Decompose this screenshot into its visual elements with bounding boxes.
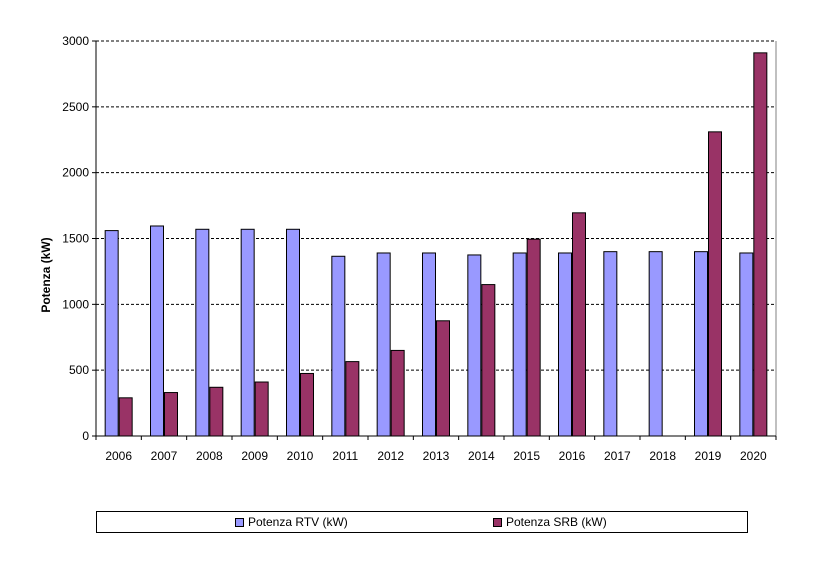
x-tick-label: 2017: [604, 449, 631, 463]
bar-srb-2019: [708, 131, 722, 437]
bar-srb-2009: [254, 381, 269, 437]
bar-rtv-2014: [467, 254, 482, 437]
x-tick-label: 2014: [468, 449, 495, 463]
bar-srb-2014: [481, 284, 496, 437]
bar-rtv-2020: [739, 252, 754, 437]
bar-rtv-2011: [331, 255, 346, 437]
bar-rtv-2007: [150, 225, 164, 437]
legend-swatch-srb: [493, 517, 502, 527]
legend-label-srb: Potenza SRB (kW): [506, 515, 607, 529]
bar-srb-2011: [345, 361, 360, 437]
y-tick-labels: 0 500 1000 1500 2000 2500 3000: [62, 34, 89, 443]
y-tick-label: 3000: [62, 34, 89, 48]
bar-rtv-2016: [558, 252, 572, 437]
legend: Potenza RTV (kW) Potenza SRB (kW): [96, 511, 748, 533]
x-tick-label: 2007: [151, 449, 178, 463]
y-tick-label: 0: [82, 429, 89, 443]
x-tick-label: 2010: [287, 449, 314, 463]
y-axis-title: Potenza (kW): [39, 237, 53, 312]
bar-srb-2006: [118, 397, 133, 437]
bar-srb-2020: [753, 52, 768, 437]
bar-srb-2015: [526, 238, 541, 437]
bar-rtv-2009: [240, 228, 255, 437]
x-tick-label: 2009: [241, 449, 268, 463]
y-tick-label: 1500: [62, 232, 89, 246]
bar-rtv-2006: [104, 230, 119, 437]
bar-srb-2008: [209, 386, 224, 437]
bars: [104, 52, 768, 437]
x-tick-labels: 2006 2007 2008 2009 2010 2011 2012 2013 2014 2015…: [105, 449, 767, 463]
legend-label-rtv: Potenza RTV (kW): [248, 515, 348, 529]
legend-item-rtv: Potenza RTV (kW): [235, 515, 348, 529]
x-tick-label: 2012: [377, 449, 404, 463]
axes: [92, 40, 777, 440]
y-tick-label: 1000: [62, 297, 89, 311]
bar-srb-2012: [390, 349, 405, 437]
bar-srb-2013: [436, 320, 450, 437]
x-tick-label: 2006: [105, 449, 132, 463]
x-tick-label: 2019: [695, 449, 722, 463]
x-tick-label: 2018: [649, 449, 676, 463]
bar-rtv-2017: [603, 251, 618, 437]
bar-srb-2016: [572, 212, 586, 437]
bar-rtv-2008: [195, 228, 210, 437]
legend-swatch-rtv: [235, 517, 244, 527]
x-tick-label: 2013: [423, 449, 450, 463]
bar-rtv-2013: [422, 252, 436, 437]
x-tick-label: 2016: [559, 449, 586, 463]
bar-rtv-2015: [512, 252, 527, 437]
x-tick-label: 2011: [332, 449, 358, 463]
bar-srb-2007: [164, 392, 178, 437]
bar-rtv-2010: [286, 228, 300, 437]
x-tick-label: 2008: [196, 449, 223, 463]
legend-item-srb: Potenza SRB (kW): [493, 515, 607, 529]
bar-rtv-2019: [694, 251, 708, 437]
bar-rtv-2018: [648, 251, 663, 437]
bar-srb-2010: [300, 372, 314, 437]
x-tick-label: 2020: [740, 449, 767, 463]
y-tick-label: 2500: [62, 100, 89, 114]
x-tick-label: 2015: [513, 449, 540, 463]
bar-rtv-2012: [376, 252, 391, 437]
y-tick-label: 2000: [62, 166, 89, 180]
y-tick-label: 500: [69, 363, 89, 377]
